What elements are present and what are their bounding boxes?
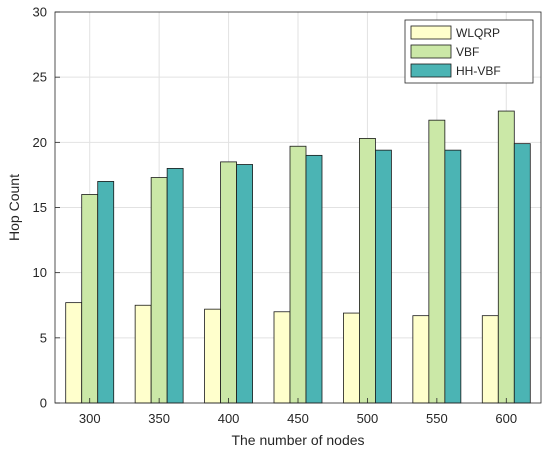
- bar-vbf-350: [150, 177, 168, 404]
- bar-hh-vbf-350: [166, 167, 184, 404]
- bar-wlqrp-600: [481, 315, 499, 404]
- bar-wlqrp-450: [273, 311, 291, 404]
- axis-ticks: 300 350 400 450 500 550 600 0 5 10 15 20 25 30: [33, 5, 518, 427]
- x-tick-label: 550: [426, 411, 448, 426]
- bar-vbf-400: [220, 161, 237, 404]
- y-tick-label: 25: [33, 70, 47, 85]
- legend: WLQRP VBF HH-VBF: [404, 19, 534, 84]
- bar-hh-vbf-500: [375, 149, 392, 404]
- bar-vbf-450: [289, 145, 307, 404]
- bar-wlqrp-400: [204, 308, 221, 404]
- x-tick-label: 500: [357, 411, 379, 426]
- y-axis-title: Hop Count: [6, 174, 22, 241]
- bar-wlqrp-500: [343, 312, 360, 404]
- bar-wlqrp-550: [412, 315, 430, 404]
- x-tick-label: 350: [148, 411, 170, 426]
- x-tick-label: 300: [79, 411, 101, 426]
- bar-hh-vbf-550: [444, 149, 462, 404]
- legend-label: VBF: [456, 45, 479, 59]
- y-tick-label: 5: [40, 330, 47, 345]
- y-tick-label: 10: [33, 265, 47, 280]
- bar-vbf-300: [81, 194, 99, 404]
- bar-hh-vbf-400: [236, 164, 253, 404]
- bar-hh-vbf-300: [97, 181, 115, 404]
- legend-label: WLQRP: [456, 26, 500, 40]
- bar-hh-vbf-600: [513, 143, 531, 404]
- legend-swatch: [410, 25, 452, 40]
- bar-vbf-500: [359, 138, 376, 404]
- bars: [65, 110, 531, 404]
- bar-wlqrp-300: [65, 302, 83, 404]
- y-tick-label: 15: [33, 200, 47, 215]
- x-tick-label: 600: [495, 411, 517, 426]
- legend-swatch: [410, 44, 452, 59]
- bar-vbf-550: [428, 119, 446, 404]
- bar-wlqrp-350: [134, 304, 152, 404]
- bar-vbf-600: [497, 110, 515, 404]
- x-axis-title: The number of nodes: [231, 432, 364, 448]
- y-tick-label: 0: [40, 396, 47, 411]
- x-tick-label: 450: [287, 411, 309, 426]
- y-tick-label: 30: [33, 5, 47, 20]
- legend-swatch: [410, 63, 452, 78]
- legend-label: HH-VBF: [456, 64, 501, 78]
- bar-hh-vbf-450: [305, 154, 323, 404]
- y-tick-label: 20: [33, 135, 47, 150]
- x-tick-label: 400: [218, 411, 240, 426]
